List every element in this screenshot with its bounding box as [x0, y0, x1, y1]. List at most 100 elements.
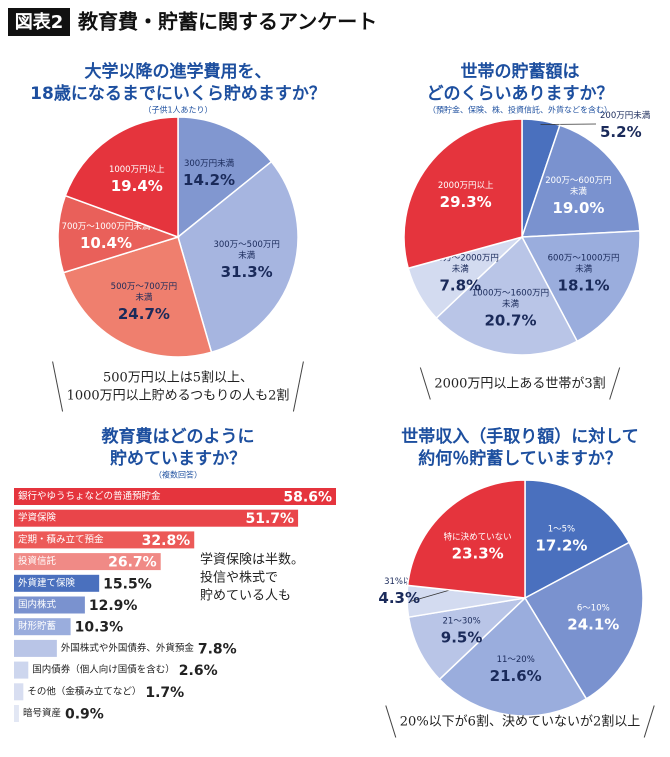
value-label: 10.4% — [80, 234, 132, 252]
value-label: 32.8% — [142, 533, 191, 549]
slice-label: 1600万～2000万円 — [422, 253, 499, 263]
pie-slice — [62, 236, 213, 358]
slice-label: 11～20% — [497, 655, 535, 665]
annotation-text: 20%以下が6割、決めていないが2割以上 — [400, 714, 640, 730]
chart-subtitle: （預貯金、保険、株、投資信託、外貨などを含む） — [428, 105, 612, 115]
value-label: 29.3% — [440, 193, 492, 211]
pie-slice — [438, 596, 588, 717]
leader-line — [410, 589, 451, 602]
slice-label: 600万～1000万円 — [548, 253, 620, 263]
bar-label: 暗号資産 — [23, 707, 61, 719]
bar-label: その他（金積み立てなど） — [27, 685, 141, 697]
value-label: 51.7% — [246, 511, 295, 527]
bar — [14, 509, 299, 527]
bar — [14, 531, 195, 549]
slice-label: 300万～500万円 — [213, 240, 279, 250]
slice-label: 700万～1000万円未満 — [62, 221, 151, 232]
header-label: 図表2 — [15, 11, 64, 33]
chart-title: 教育費はどのように — [101, 426, 255, 447]
slice-label: 21～30% — [443, 617, 481, 627]
value-label: 7.8% — [198, 641, 237, 657]
slice-label: 200万～600万円 — [545, 176, 611, 186]
value-label: 5.2% — [600, 123, 642, 141]
value-label: 12.9% — [89, 598, 138, 614]
bracket — [419, 367, 431, 400]
annotation-text: 学資保険は半数。 — [200, 552, 304, 568]
pie-slice — [57, 194, 181, 274]
bar — [14, 574, 100, 592]
value-label: 19.0% — [552, 199, 604, 217]
annotation-text: 2000万円以上ある世帯が3割 — [434, 376, 605, 392]
slice-label: 未満 — [502, 298, 520, 309]
bracket — [643, 705, 655, 738]
slice-label: 未満 — [452, 263, 470, 274]
chart-title: 18歳になるまでにいくら貯めますか？ — [30, 83, 326, 104]
slice-label: 500万～700万円 — [111, 282, 177, 292]
annotation-text: 投信や株式で — [200, 570, 278, 586]
bar-label: 国内債券（個人向け国債を含む） — [32, 664, 175, 676]
bar-label: 外貨建て保険 — [18, 577, 76, 589]
slice-label: 未満 — [570, 186, 588, 197]
chart-title: 約何％貯蓄していますか？ — [418, 448, 622, 469]
slice-label: 特に決めていない — [444, 531, 512, 542]
bar — [14, 683, 24, 701]
bracket — [385, 705, 397, 738]
pie-slice — [520, 124, 641, 238]
slice-label: 未満 — [135, 292, 153, 303]
value-label: 20.7% — [484, 311, 536, 329]
bar-label: 国内株式 — [18, 599, 57, 611]
value-label: 1.7% — [145, 685, 184, 701]
annotation: 500万円以上は5割以上、 1000万円以上貯めるつもりの人も2割 — [67, 370, 290, 404]
value-label: 24.7% — [118, 305, 170, 323]
annotation-text: 貯めている人も — [200, 589, 291, 604]
pie-slice — [520, 230, 641, 343]
value-label: 15.5% — [103, 576, 152, 592]
annotation-text: 1000万円以上貯めるつもりの人も2割 — [67, 388, 290, 404]
bar — [14, 639, 57, 657]
pie-slice — [524, 479, 631, 600]
value-label: 10.3% — [75, 620, 124, 636]
slice-label: 200万円未満 — [600, 110, 651, 121]
pie-slice — [177, 160, 299, 354]
bar — [14, 705, 19, 722]
slice-label: 未満 — [238, 250, 256, 261]
slice-label: 6～10% — [577, 604, 610, 614]
value-label: 26.7% — [108, 555, 157, 571]
value-label: 19.4% — [111, 177, 163, 195]
value-label: 17.2% — [535, 536, 587, 554]
slice-label: 1000万～1600万円 — [472, 288, 549, 298]
bar-label: 財形貯蓄 — [18, 620, 56, 632]
pie-slice — [435, 235, 579, 356]
bar — [14, 596, 85, 614]
chart-subtitle: （複数回答） — [154, 470, 202, 480]
slice-label: 1000万円以上 — [109, 165, 165, 175]
bar-label: 定期・積み立て預金 — [18, 533, 104, 545]
annotation: 20%以下が6割、決めていないが2割以上 — [400, 714, 640, 730]
chart-title: 世帯の貯蓄額は — [461, 61, 580, 82]
value-label: 18.1% — [558, 276, 610, 294]
pie-slice — [406, 479, 526, 599]
slice-label: 31%以上 — [384, 577, 420, 587]
value-label: 0.9% — [65, 707, 104, 723]
value-label: 31.3% — [221, 263, 273, 281]
chart-title: 大学以降の進学費用を、 — [85, 61, 272, 82]
annotation: 2000万円以上ある世帯が3割 — [434, 376, 605, 392]
bar — [14, 553, 161, 571]
header-box — [8, 8, 70, 36]
slice-label: 未満 — [575, 263, 593, 274]
value-label: 21.6% — [490, 667, 542, 685]
pie-slice — [403, 118, 523, 270]
bar-label: 銀行やゆうちょなどの普通預貯金 — [18, 490, 161, 502]
value-label: 24.1% — [567, 616, 619, 634]
chart-title: 貯めていますか？ — [110, 448, 246, 469]
slice-label: 300万円未満 — [184, 158, 235, 169]
chart-title: 世帯収入（手取り額）に対して — [401, 426, 639, 447]
slice-label: 2000万円以上 — [438, 181, 494, 191]
value-label: 9.5% — [441, 629, 483, 647]
bar-label: 外国株式や外国債券、外貨預金 — [61, 642, 195, 654]
value-label: 4.3% — [378, 589, 420, 607]
pie-slice — [177, 116, 273, 239]
bar-label: 投資信託 — [18, 555, 57, 567]
